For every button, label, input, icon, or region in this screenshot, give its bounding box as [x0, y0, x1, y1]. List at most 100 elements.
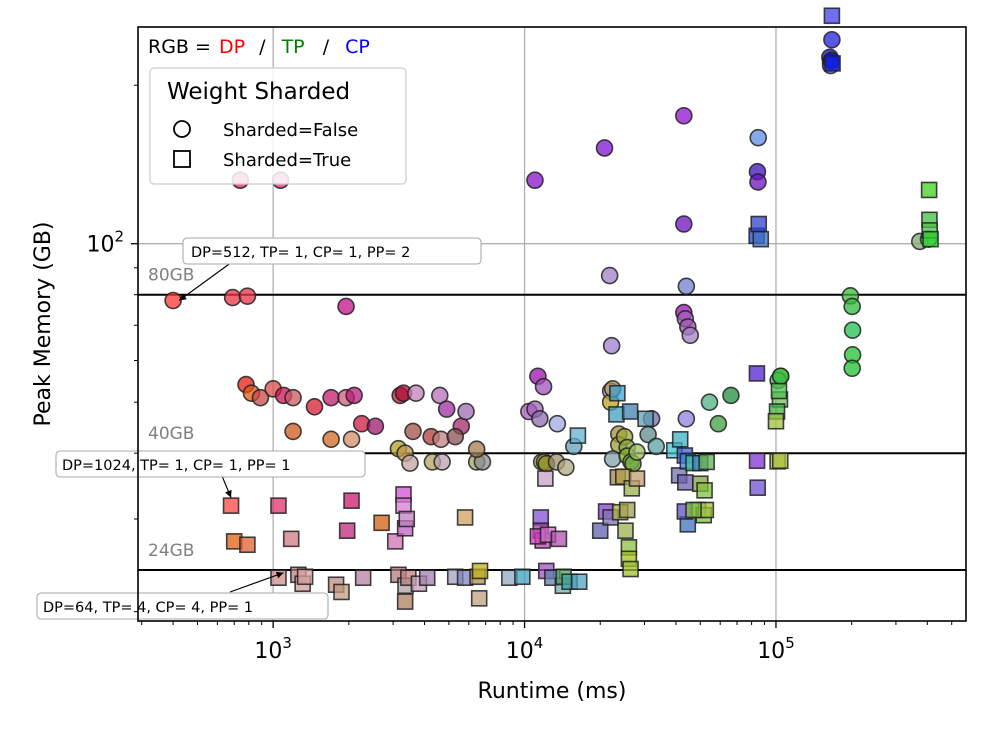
square-point [617, 522, 634, 539]
color-key-dp: DP [219, 36, 245, 58]
square-point [471, 562, 489, 580]
annotation-arrowhead [225, 489, 232, 498]
circle-point [749, 173, 767, 191]
annotation-box [55, 450, 366, 478]
annotation-arrow [229, 572, 284, 593]
color-key-sep-1: / [259, 36, 266, 58]
circle-point [771, 367, 790, 386]
circle-point [164, 291, 182, 310]
square-point [621, 403, 639, 420]
circle-point [526, 171, 544, 190]
color-key-title: RGB = DP / TP / CP [148, 36, 370, 58]
square-point [922, 230, 939, 248]
annotation-box [182, 237, 482, 265]
circle-point [251, 388, 270, 407]
legend-circle-marker [173, 120, 191, 138]
square-point [537, 470, 554, 487]
legend-box [149, 67, 407, 185]
square-point [824, 55, 841, 72]
square-point [767, 412, 785, 430]
reference-label-80GB: 80GB [148, 266, 194, 286]
x-axis-label: Runtime (ms) [478, 679, 627, 704]
axis-ticks: 103 104 105 102 [86, 84, 953, 664]
circle-point [432, 430, 450, 449]
circle-point [534, 377, 553, 396]
square-point [749, 479, 767, 496]
annotation-arrowhead [275, 571, 284, 579]
square-point [222, 497, 240, 514]
circle-point [342, 430, 361, 449]
circle-point [681, 326, 700, 345]
data-points [164, 7, 939, 610]
circle-point [675, 106, 693, 125]
circle-point [677, 277, 696, 296]
reference-label-40GB: 40GB [148, 424, 194, 444]
circle-point [700, 393, 719, 411]
x-tick-label: 104 [506, 634, 544, 664]
circle-point [457, 402, 475, 421]
square-point [591, 522, 609, 539]
circle-point [223, 288, 242, 307]
square-point [608, 406, 625, 423]
circle-point [433, 453, 451, 471]
square-point [569, 427, 587, 444]
annotations: DP=512, TP= 1, CP= 1, PP= 2 DP=1024, TP= … [36, 237, 482, 620]
square-point [396, 593, 414, 610]
circle-point [345, 386, 363, 405]
square-point [373, 514, 390, 532]
square-point [239, 536, 256, 554]
circle-point [401, 454, 419, 472]
circle-point [531, 409, 549, 428]
annotation-text: DP=1024, TP= 1, CP= 1, PP= 1 [62, 458, 291, 474]
circle-point [337, 297, 355, 316]
circle-point [366, 417, 385, 436]
y-tick-label: 102 [86, 228, 124, 258]
circle-point [284, 388, 302, 407]
legend-entry-sharded-false: Sharded=False [223, 120, 358, 141]
annotation-box [36, 592, 329, 620]
square-point [748, 365, 766, 382]
x-tick-label: 103 [254, 634, 292, 664]
square-point [282, 530, 300, 548]
square-point [343, 492, 360, 509]
annotation-arrow [178, 261, 233, 301]
square-point [698, 453, 715, 471]
reference-label-24GB: 24GB [148, 541, 194, 561]
square-point [823, 7, 841, 25]
square-point [386, 533, 404, 550]
circle-point [722, 386, 740, 405]
circle-point [628, 443, 646, 461]
circle-point [322, 388, 340, 407]
square-point [628, 470, 646, 487]
circle-point [595, 139, 614, 157]
circle-point [843, 359, 861, 378]
square-point [752, 230, 770, 248]
square-point [338, 522, 356, 539]
legend-entry-sharded-true: Sharded=True [223, 150, 351, 171]
circle-point [446, 427, 465, 446]
color-key-cp: CP [345, 36, 370, 58]
circle-point [430, 386, 449, 405]
square-point [456, 509, 474, 526]
square-point [398, 510, 416, 528]
circle-point [675, 215, 693, 233]
square-point [750, 215, 768, 233]
legend: Weight Sharded Sharded=False Sharded=Tru… [149, 67, 407, 185]
square-point [550, 530, 568, 548]
square-point [677, 474, 694, 491]
circle-point [305, 397, 324, 416]
circle-point [843, 321, 862, 339]
square-point [671, 431, 689, 448]
circle-point [548, 414, 567, 433]
square-point [618, 501, 636, 519]
circle-point [284, 422, 302, 441]
x-tick-label: 105 [757, 634, 795, 664]
circle-point [823, 30, 841, 49]
color-key-prefix: RGB = [148, 36, 217, 58]
circle-point [602, 336, 621, 355]
circle-point [557, 458, 575, 477]
circle-point [467, 440, 486, 459]
square-point [609, 384, 626, 402]
square-point [748, 452, 766, 470]
circle-point [238, 287, 257, 305]
